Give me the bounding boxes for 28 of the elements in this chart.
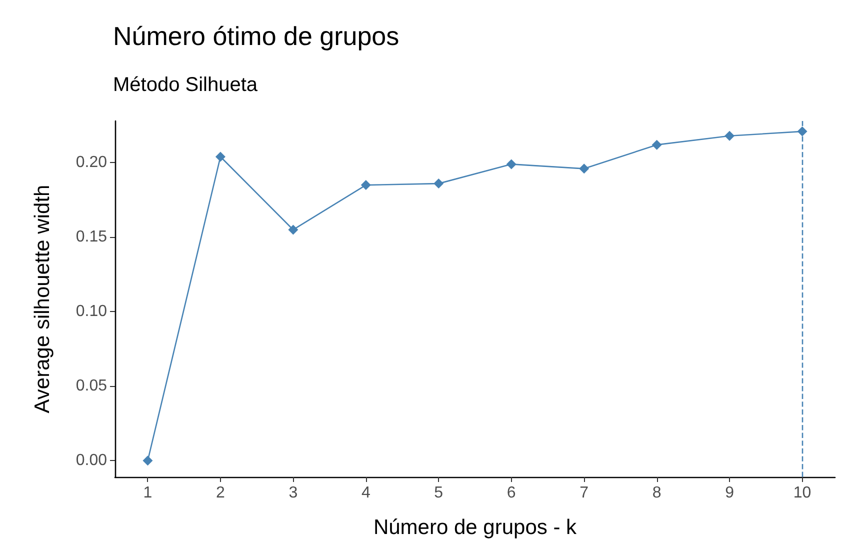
x-tick-label: 9 xyxy=(725,484,734,502)
x-tick-label: 4 xyxy=(361,484,370,502)
y-tick-label: 0.00 xyxy=(76,452,108,470)
point xyxy=(142,456,153,466)
y-axis-title: Average silhouette width xyxy=(31,184,54,414)
x-tick-label: 10 xyxy=(793,484,812,502)
y-tick-label: 0.05 xyxy=(76,378,108,395)
x-axis-title: Número de grupos - k xyxy=(373,516,578,539)
point xyxy=(724,130,735,141)
point xyxy=(360,180,371,190)
x-tick-label: 1 xyxy=(143,484,152,502)
x-tick-label: 8 xyxy=(652,484,662,502)
point xyxy=(434,178,444,189)
point xyxy=(506,159,516,170)
point xyxy=(652,140,662,150)
x-tick-label: 7 xyxy=(580,484,589,502)
point xyxy=(579,164,590,174)
point xyxy=(288,224,298,235)
x-tick-label: 3 xyxy=(288,484,298,502)
x-tick-label: 5 xyxy=(434,484,444,502)
chart-subtitle: Método Silhueta xyxy=(113,74,258,96)
chart-title: Número ótimo de grupos xyxy=(113,21,400,51)
y-tick-label: 0.10 xyxy=(76,303,108,320)
y-tick-label: 0.20 xyxy=(76,154,108,172)
y-tick-label: 0.15 xyxy=(76,228,108,246)
x-tick-label: 2 xyxy=(216,484,225,502)
point xyxy=(215,152,226,162)
x-tick-label: 6 xyxy=(506,484,516,502)
